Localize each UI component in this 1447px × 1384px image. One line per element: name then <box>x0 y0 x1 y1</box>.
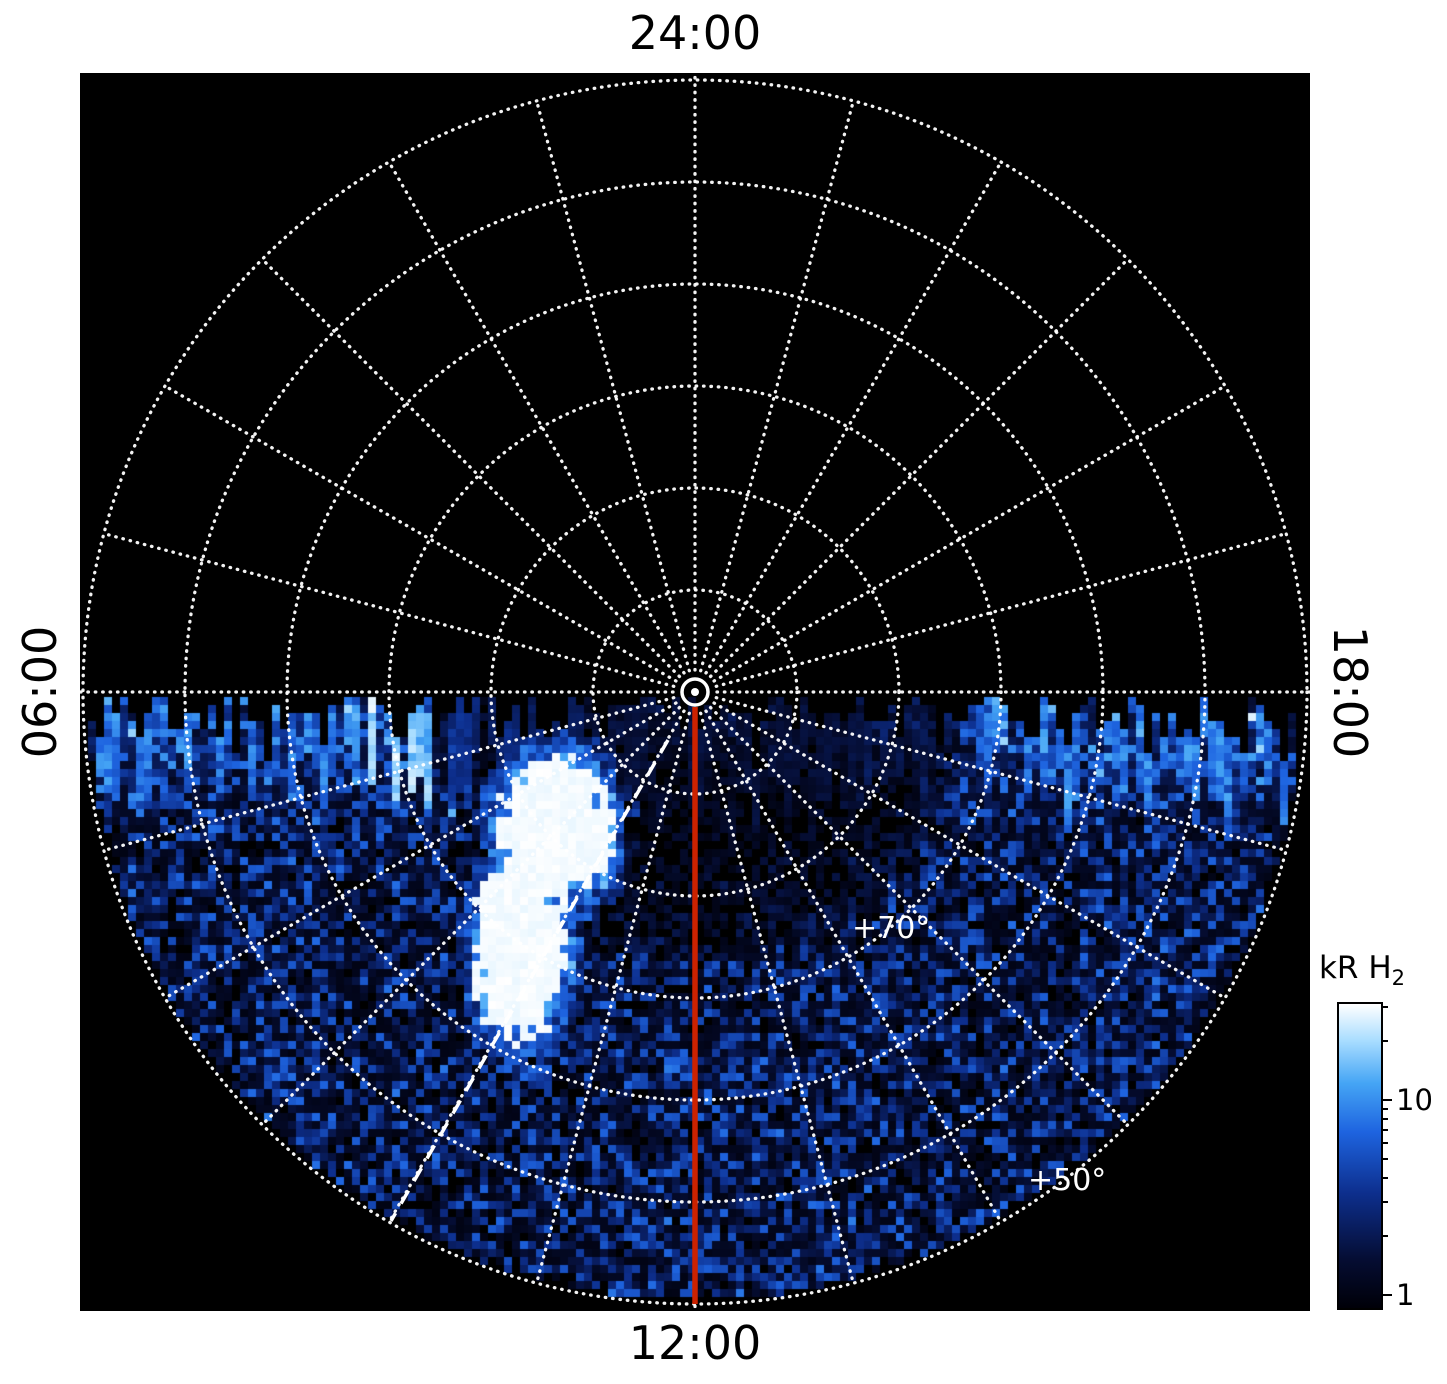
colorbar-title-subscript: 2 <box>1391 966 1406 991</box>
colorbar-tickmark <box>1383 1040 1388 1043</box>
colorbar-tickmark <box>1383 1005 1388 1008</box>
colorbar-title: kR H2 <box>1310 950 1414 990</box>
latitude-label-50: +50° <box>1028 1163 1107 1198</box>
colorbar-tickmark <box>1383 1098 1392 1102</box>
plot-area: +70° +50° <box>80 73 1310 1311</box>
axis-label-1200: 12:00 <box>628 1316 762 1370</box>
colorbar-tick-label-10: 10 <box>1396 1083 1433 1117</box>
axis-label-0600: 06:00 <box>13 625 67 759</box>
colorbar-tickmark <box>1383 1107 1388 1110</box>
colorbar-tickmark <box>1383 1235 1388 1238</box>
colorbar-tick-label-1: 1 <box>1396 1278 1415 1312</box>
colorbar-tickmark <box>1383 1142 1388 1145</box>
colorbar-tickmark <box>1383 1117 1388 1120</box>
latitude-label-70: +70° <box>852 911 931 946</box>
colorbar-tickmark <box>1383 1176 1388 1179</box>
colorbar-tickmark <box>1383 1157 1388 1160</box>
axis-label-2400: 24:00 <box>628 6 762 60</box>
colorbar-tickmark <box>1383 1129 1388 1132</box>
colorbar-title-text: kR H <box>1318 950 1392 986</box>
polar-grid <box>80 73 1310 1311</box>
colorbar-tickmark <box>1383 1293 1392 1297</box>
axis-label-1800: 18:00 <box>1323 625 1377 759</box>
colorbar-gradient <box>1337 1002 1383 1310</box>
colorbar-tickmark <box>1383 1200 1388 1203</box>
